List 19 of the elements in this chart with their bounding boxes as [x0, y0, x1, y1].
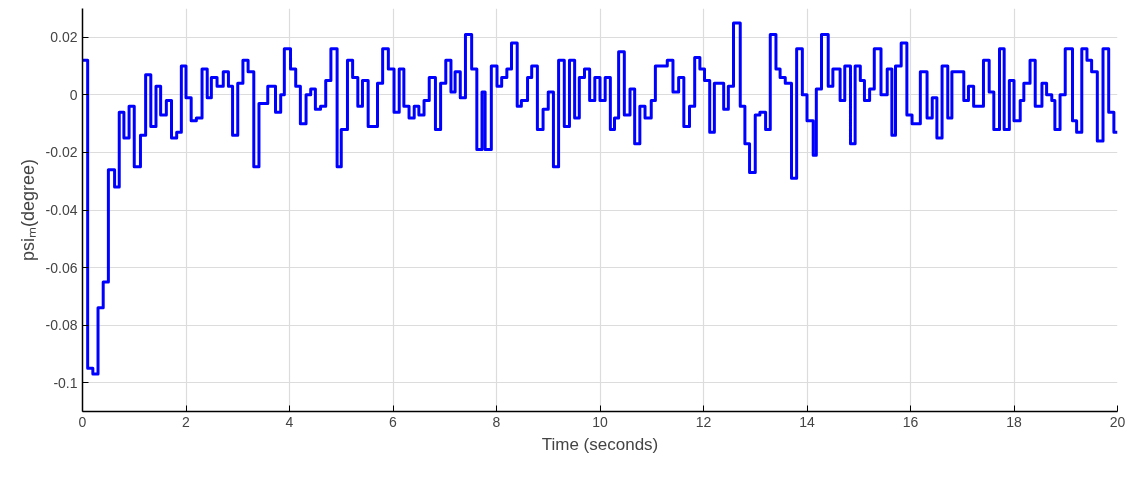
- x-tick-label: 18: [1006, 413, 1022, 430]
- x-tick-label: 10: [592, 413, 608, 430]
- x-tick-label: 14: [799, 413, 815, 430]
- x-tick-label: 6: [389, 413, 398, 430]
- y-tick-label: -0.1: [53, 374, 78, 391]
- y-tick-label: -0.06: [45, 259, 78, 276]
- x-tick-label: 16: [902, 413, 919, 430]
- y-axis-title: psiₘ(degree): [17, 158, 38, 262]
- x-axis-title: Time (seconds): [541, 434, 659, 454]
- y-tick-label: -0.08: [45, 317, 78, 334]
- y-tick-label: -0.02: [45, 144, 78, 161]
- x-tick-label: 20: [1109, 413, 1126, 430]
- x-tick-label: 4: [285, 413, 294, 430]
- x-tick-label: 12: [695, 413, 712, 430]
- x-tick-label: 2: [182, 413, 191, 430]
- x-tick-label: 8: [492, 413, 501, 430]
- y-tick-label: 0: [69, 86, 78, 103]
- y-tick-label: -0.04: [45, 202, 78, 218]
- y-tick-label: 0.02: [50, 29, 78, 46]
